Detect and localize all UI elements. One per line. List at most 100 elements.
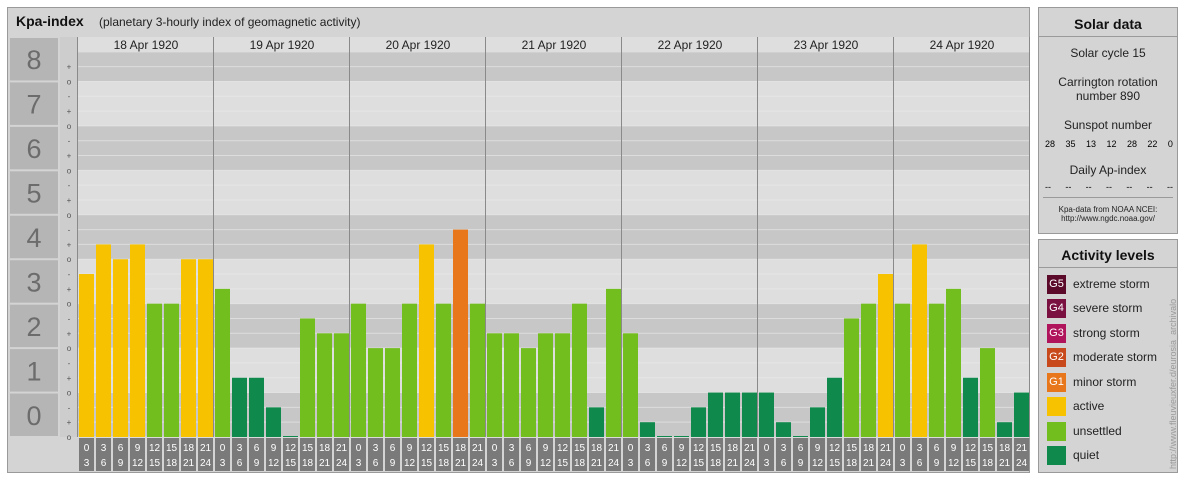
- interval-end-label: 21: [999, 458, 1011, 469]
- kp-bar: [708, 392, 723, 437]
- kp-bar: [963, 377, 978, 437]
- interval-end-label: 21: [455, 458, 467, 469]
- minor-tick-label: o: [67, 300, 72, 309]
- day-label: 22 Apr 1920: [658, 38, 723, 52]
- interval-box: [368, 438, 383, 471]
- interval-box: [589, 438, 604, 471]
- level-band: [78, 214, 1030, 260]
- interval-start-label: 6: [526, 443, 532, 454]
- minor-tick-label: o: [67, 255, 72, 264]
- interval-start-label: 12: [285, 443, 297, 454]
- minor-tick-label: o: [67, 433, 72, 442]
- interval-start-label: 3: [645, 443, 651, 454]
- interval-box: [79, 438, 94, 471]
- minor-tick-label: +: [67, 240, 72, 249]
- y-tick-label: 5: [26, 179, 41, 209]
- interval-end-label: 15: [285, 458, 297, 469]
- y-tick-label: 7: [26, 90, 41, 120]
- kp-bar: [538, 333, 553, 437]
- interval-end-label: 18: [438, 458, 450, 469]
- minor-tick-label: -: [68, 137, 71, 146]
- day-label: 18 Apr 1920: [114, 38, 179, 52]
- interval-start-label: 9: [815, 443, 821, 454]
- kp-bar: [606, 288, 621, 437]
- interval-end-label: 6: [237, 458, 243, 469]
- minor-tick-label: o: [67, 77, 72, 86]
- interval-start-label: 18: [455, 443, 467, 454]
- interval-start-label: 21: [472, 443, 484, 454]
- interval-start-label: 18: [727, 443, 739, 454]
- interval-start-label: 15: [710, 443, 722, 454]
- interval-box: [929, 438, 944, 471]
- ap-label: Daily Ap-index: [1069, 163, 1147, 177]
- kp-bar: [674, 436, 689, 437]
- y-tick-label: 4: [26, 223, 41, 253]
- minor-tick-label: -: [68, 92, 71, 101]
- kp-bar: [351, 303, 366, 437]
- solar-data-title: Solar data: [1039, 12, 1177, 37]
- legend-label: active: [1073, 399, 1105, 413]
- chart-subtitle: (planetary 3-hourly index of geomagnetic…: [99, 15, 361, 29]
- interval-box: [742, 438, 757, 471]
- solar-data-panel: Solar data Solar cycle 15 Carrington rot…: [1038, 7, 1178, 234]
- minor-tick-label: -: [68, 403, 71, 412]
- interval-end-label: 6: [509, 458, 515, 469]
- interval-end-label: 24: [1016, 458, 1028, 469]
- kp-bar: [402, 303, 417, 437]
- y-axis-box: [10, 38, 58, 81]
- interval-box: [453, 438, 468, 471]
- day-label: 23 Apr 1920: [794, 38, 859, 52]
- level-band: [78, 81, 1030, 126]
- kp-bar: [130, 244, 145, 437]
- level-band: [78, 259, 1030, 304]
- interval-box: [436, 438, 451, 471]
- interval-box: [844, 438, 859, 471]
- interval-end-label: 6: [917, 458, 923, 469]
- legend-swatch: G3: [1047, 324, 1066, 343]
- interval-end-label: 24: [472, 458, 484, 469]
- minor-tick-label: -: [68, 359, 71, 368]
- interval-end-label: 9: [798, 458, 804, 469]
- interval-start-label: 3: [373, 443, 379, 454]
- kp-bar: [164, 303, 179, 437]
- day-label: 20 Apr 1920: [386, 38, 451, 52]
- sunspot-value: 12: [1106, 139, 1117, 149]
- y-axis-box: [10, 126, 58, 170]
- minor-tick-label: o: [67, 344, 72, 353]
- interval-start-label: 0: [356, 443, 362, 454]
- interval-box: [912, 438, 927, 471]
- interval-box: [861, 438, 876, 471]
- kp-bar: [487, 333, 502, 437]
- level-band: [78, 170, 1030, 215]
- interval-end-label: 9: [662, 458, 668, 469]
- interval-end-label: 12: [540, 458, 552, 469]
- interval-box: [504, 438, 519, 471]
- interval-end-label: 15: [557, 458, 569, 469]
- interval-end-label: 12: [268, 458, 280, 469]
- interval-start-label: 0: [220, 443, 226, 454]
- interval-box: [606, 438, 621, 471]
- kp-bar: [912, 244, 927, 437]
- kp-bar: [810, 407, 825, 437]
- legend-label: unsettled: [1073, 424, 1122, 438]
- kp-bar: [572, 303, 587, 437]
- interval-end-label: 6: [645, 458, 651, 469]
- interval-end-label: 9: [254, 458, 260, 469]
- chart-title: Kpa-index: [16, 13, 84, 29]
- interval-start-label: 3: [917, 443, 923, 454]
- interval-end-label: 9: [526, 458, 532, 469]
- interval-box: [521, 438, 536, 471]
- kp-bar: [861, 303, 876, 437]
- minor-tick-label: -: [68, 226, 71, 235]
- minor-tick-label: +: [67, 107, 72, 116]
- interval-end-label: 15: [965, 458, 977, 469]
- minor-tick-label: +: [67, 63, 72, 72]
- ap-value: --: [1045, 182, 1051, 192]
- interval-end-label: 3: [900, 458, 906, 469]
- interval-end-label: 24: [880, 458, 892, 469]
- minor-tick-label: +: [67, 196, 72, 205]
- kp-bar: [470, 303, 485, 437]
- kp-bar: [555, 333, 570, 437]
- interval-start-label: 21: [336, 443, 348, 454]
- interval-end-label: 9: [118, 458, 124, 469]
